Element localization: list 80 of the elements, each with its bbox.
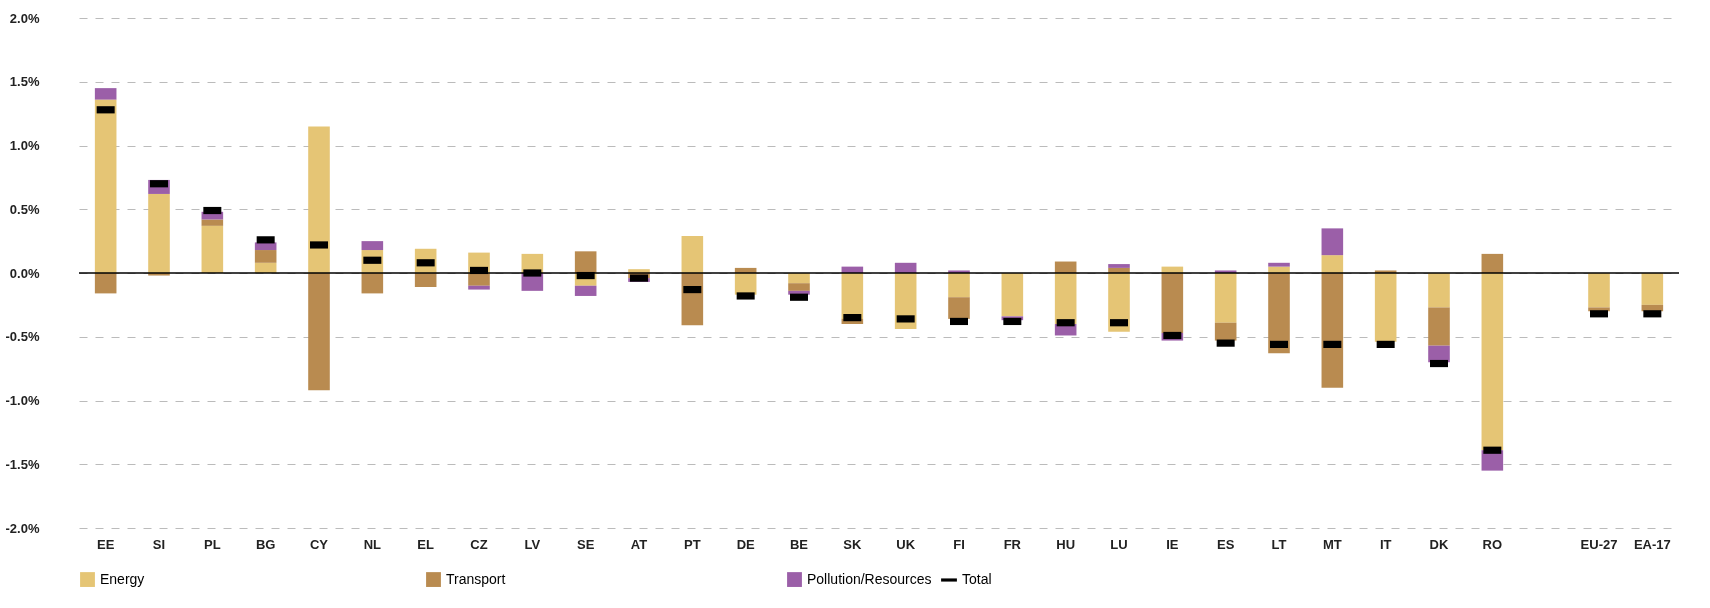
bar — [1481, 273, 1504, 451]
bar — [1214, 273, 1237, 323]
bar — [468, 273, 490, 286]
bar — [1214, 322, 1237, 341]
bar — [361, 273, 384, 294]
x-tick-label: MT — [1322, 536, 1342, 552]
bar — [94, 88, 117, 100]
bar — [1374, 273, 1397, 342]
x-tick-label: EL — [417, 536, 435, 552]
bar — [414, 273, 437, 288]
x-tick-label: PL — [204, 536, 221, 552]
bar — [1588, 273, 1610, 308]
bar — [1001, 273, 1024, 317]
x-tick-label: EE — [96, 536, 115, 552]
y-tick-label: -1.0% — [5, 393, 40, 408]
bar — [254, 250, 277, 263]
bar — [1428, 273, 1450, 308]
legend-label: Transport — [446, 570, 506, 587]
x-tick-label: PT — [684, 536, 701, 552]
bar — [574, 285, 597, 296]
x-tick-label: DE — [736, 536, 756, 552]
bar — [1108, 264, 1130, 268]
bar — [1641, 273, 1664, 305]
x-tick-label: LV — [524, 536, 541, 552]
y-tick-label: 1.0% — [9, 138, 40, 153]
y-tick-label: 1.5% — [9, 74, 40, 90]
bar — [1428, 307, 1450, 346]
bar — [1268, 262, 1290, 267]
bar — [94, 99, 117, 273]
bar — [1321, 228, 1344, 256]
x-tick-label: EU-27 — [1580, 536, 1618, 552]
y-tick-label: 0.5% — [9, 201, 40, 217]
x-tick-label: BG — [255, 536, 276, 552]
x-tick-label: IT — [1379, 536, 1392, 552]
bar — [1481, 253, 1504, 273]
bar — [308, 126, 330, 273]
bar — [1321, 255, 1344, 273]
x-tick-label: AT — [630, 536, 648, 552]
x-tick-label: ES — [1216, 536, 1235, 552]
x-tick-label: SK — [843, 536, 862, 552]
x-tick-label: LT — [1271, 536, 1287, 552]
bar — [681, 236, 704, 273]
legend-label: Total — [962, 571, 992, 587]
y-tick-label: 2.0% — [9, 10, 40, 26]
legend-label: Pollution/Resources — [807, 570, 932, 587]
x-tick-label: BE — [789, 536, 809, 552]
y-tick-label: -0.5% — [5, 329, 40, 345]
bar — [574, 251, 597, 273]
bar — [468, 285, 490, 290]
bar — [361, 241, 384, 251]
legend-label: Energy — [100, 570, 145, 587]
x-tick-label: IE — [1166, 536, 1179, 552]
x-tick-label: FI — [953, 536, 965, 552]
x-tick-label: CY — [309, 536, 329, 552]
bar — [788, 273, 810, 284]
bar — [1161, 273, 1184, 333]
y-tick-label: -1.5% — [5, 456, 40, 472]
bar — [1321, 273, 1344, 388]
bar — [788, 283, 810, 291]
bar — [201, 219, 224, 226]
x-tick-label: SI — [152, 536, 166, 552]
x-tick-label: FR — [1003, 536, 1022, 552]
x-tick-label: LU — [1110, 536, 1128, 552]
bar — [1268, 273, 1290, 354]
x-tick-label: CZ — [470, 536, 488, 552]
y-tick-label: 0.0% — [9, 265, 40, 281]
x-tick-label: EA-17 — [1633, 536, 1671, 552]
x-tick-label: RO — [1482, 536, 1503, 552]
x-tick-label: NL — [363, 536, 382, 552]
bar — [308, 273, 330, 391]
bar — [148, 193, 170, 273]
bar — [948, 297, 970, 319]
bar — [94, 273, 117, 294]
x-tick-label: UK — [896, 536, 916, 552]
x-tick-label: HU — [1056, 536, 1076, 552]
y-tick-label: -2.0% — [5, 520, 40, 536]
x-tick-label: DK — [1429, 536, 1449, 552]
bar — [948, 273, 970, 298]
x-tick-label: SE — [576, 536, 595, 552]
bar — [201, 225, 224, 273]
